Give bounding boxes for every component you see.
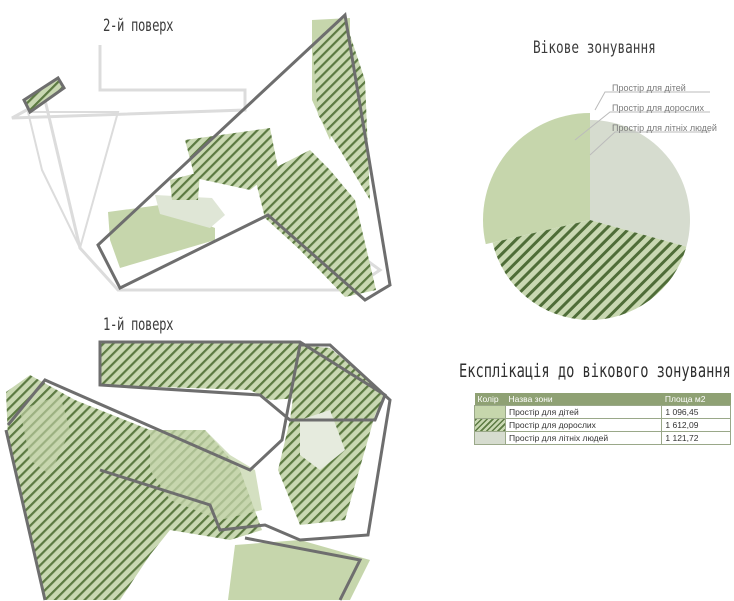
floor-2-outline <box>96 11 392 302</box>
floor-1-outline-top <box>98 340 387 422</box>
callout-line-adults <box>574 111 710 141</box>
legend-row: Простір для дорослих 1 612,09 <box>474 418 731 432</box>
zone-adults-f2-b <box>255 150 376 297</box>
zone-adults-f1-top <box>100 342 300 400</box>
legend-title: Експлікація до вікового зонування <box>459 360 731 382</box>
floor-plans <box>4 11 392 601</box>
legend-header-name: Назва зони <box>505 393 662 406</box>
legend-swatch-children <box>474 405 506 419</box>
legend-row: Простір для дітей 1 096,45 <box>474 405 731 419</box>
floor-2-plan <box>11 11 392 302</box>
pie-slice-elderly <box>590 120 690 247</box>
floor-1-outline-main <box>6 343 392 542</box>
floor-1-label: 1-й поверх <box>103 315 174 335</box>
legend-row-name: Простір для дітей <box>504 405 663 419</box>
pie-callout-elderly: Простір для літніх людей <box>612 123 717 133</box>
floor-2-label: 2-й поверх <box>103 16 174 36</box>
legend-header-row: Колір Назва зони Площа м2 <box>474 393 731 406</box>
legend-row-name: Простір для літніх людей <box>504 431 663 445</box>
legend-row: Простір для літніх людей 1 121,72 <box>474 431 731 445</box>
pie-callout-adults: Простір для дорослих <box>612 103 705 113</box>
legend-row-area: 1 096,45 <box>661 405 731 419</box>
legend-table: Колір Назва зони Площа м2 Простір для ді… <box>474 393 731 445</box>
age-zoning-pie <box>483 91 710 320</box>
pie-slice-adults <box>492 220 687 320</box>
pie-title: Вікове зонування <box>533 38 656 58</box>
callout-line-elderly <box>589 131 710 156</box>
legend-swatch-elderly <box>474 431 506 445</box>
legend-row-name: Простір для дорослих <box>504 418 663 432</box>
pie-slice-children <box>483 113 590 245</box>
legend-swatch-adults <box>474 418 506 432</box>
floor-1-plan <box>4 340 392 601</box>
legend-header-color: Колір <box>474 393 506 406</box>
callout-line-children <box>594 91 710 111</box>
pie-callout-children: Простір для дітей <box>612 83 686 93</box>
legend-row-area: 1 612,09 <box>661 418 731 432</box>
legend-header-area: Площа м2 <box>661 393 731 406</box>
small-green-block <box>22 75 67 115</box>
legend-row-area: 1 121,72 <box>661 431 731 445</box>
